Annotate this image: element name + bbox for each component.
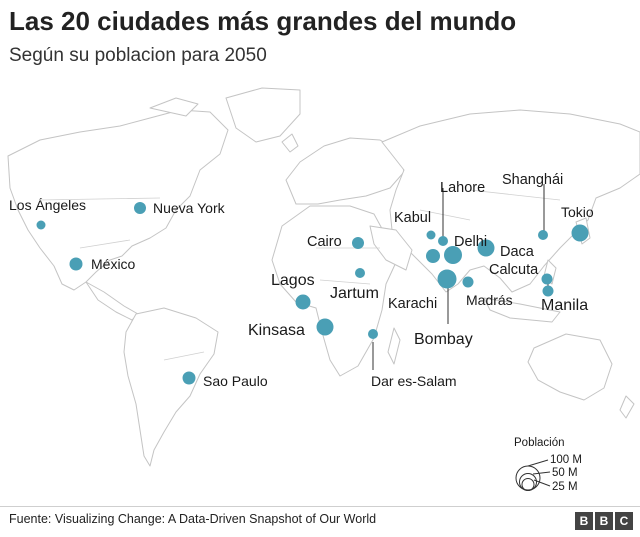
city-marker-shanghai: [538, 230, 548, 240]
city-label-los-angeles: Los Ángeles: [9, 197, 86, 213]
city-marker-kinsasa: [316, 318, 334, 336]
city-marker-nueva-york: [134, 202, 146, 214]
city-marker-karachi: [426, 249, 440, 263]
legend-label-100m: 100 M: [550, 454, 582, 466]
city-label-shanghai: Shanghái: [502, 172, 563, 188]
city-label-delhi: Delhi: [454, 234, 487, 250]
city-label-mexico: México: [91, 256, 136, 272]
country-borders: [39, 189, 561, 361]
city-labels: Los Ángeles Nueva York México Sao Paulo …: [9, 172, 594, 389]
legend-circle-25m: [521, 478, 535, 491]
city-markers: [36, 202, 589, 385]
city-marker-calcuta: [541, 273, 553, 285]
bbc-logo-letter: B: [595, 512, 613, 530]
city-label-jartum: Jartum: [330, 285, 379, 302]
city-label-kinsasa: Kinsasa: [248, 322, 305, 339]
legend-leader-100m: [527, 459, 549, 467]
legend-label-50m: 50 M: [552, 467, 578, 479]
city-marker-lahore: [438, 236, 448, 246]
city-label-dar-es-salam: Dar es-Salam: [371, 373, 457, 389]
city-marker-sao-paulo: [182, 371, 196, 385]
city-marker-manila: [542, 285, 554, 297]
city-marker-los-angeles: [36, 220, 46, 230]
city-marker-madras: [462, 276, 474, 288]
bbc-logo-letter: B: [575, 512, 593, 530]
world-map: Los Ángeles Nueva York México Sao Paulo …: [7, 87, 640, 493]
city-label-bombay: Bombay: [414, 331, 473, 348]
map-subtitle: Según su poblacion para 2050: [9, 45, 267, 66]
city-marker-mexico: [69, 257, 83, 271]
city-marker-lagos: [295, 294, 311, 310]
population-legend: Población 100 M 50 M 25 M: [514, 437, 582, 493]
city-label-lahore: Lahore: [440, 180, 485, 196]
city-marker-daca: [477, 239, 495, 257]
city-marker-dar-es-salam: [368, 329, 378, 339]
legend-leader-25m: [533, 479, 551, 487]
bbc-logo: B B C: [575, 512, 633, 530]
city-label-karachi: Karachi: [388, 296, 437, 312]
city-label-calcuta: Calcuta: [489, 262, 539, 278]
bbc-logo-letter: C: [615, 512, 633, 530]
city-label-nueva-york: Nueva York: [153, 200, 226, 216]
legend-leader-50m: [532, 471, 551, 475]
city-label-sao-paulo: Sao Paulo: [203, 373, 268, 389]
city-marker-tokio: [571, 224, 589, 242]
land-outlines: [7, 87, 640, 467]
source-note: Fuente: Visualizing Change: A Data-Drive…: [9, 512, 377, 526]
legend-title: Población: [514, 437, 565, 449]
city-label-lagos: Lagos: [271, 272, 315, 289]
city-marker-bombay: [437, 269, 457, 289]
city-label-manila: Manila: [541, 297, 588, 314]
city-marker-kabul: [426, 230, 436, 240]
city-marker-cairo: [352, 237, 364, 249]
city-label-kabul: Kabul: [394, 210, 431, 226]
city-label-madras: Madrás: [466, 292, 513, 308]
legend-label-25m: 25 M: [552, 481, 578, 493]
city-marker-jartum: [355, 268, 365, 278]
city-label-tokio: Tokio: [561, 204, 594, 220]
city-label-cairo: Cairo: [307, 234, 342, 250]
map-title: Las 20 ciudades más grandes del mundo: [9, 6, 517, 36]
city-label-daca: Daca: [500, 244, 535, 260]
footer-divider: [0, 506, 640, 507]
city-marker-delhi: [444, 246, 462, 264]
